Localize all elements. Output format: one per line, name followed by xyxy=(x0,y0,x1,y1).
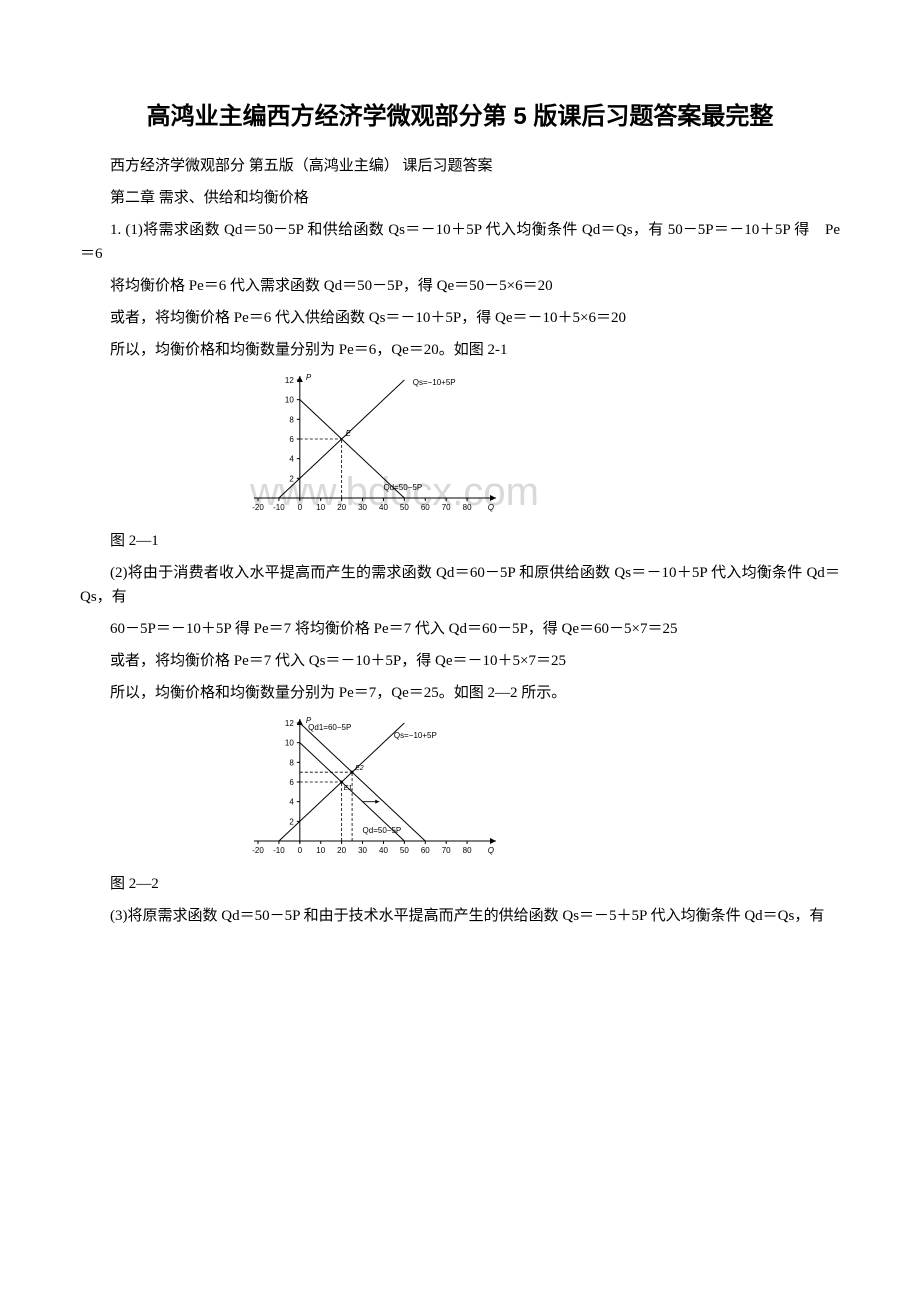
svg-text:2: 2 xyxy=(289,817,294,826)
svg-text:Qd=50−5P: Qd=50−5P xyxy=(383,483,422,492)
svg-text:20: 20 xyxy=(337,846,346,855)
equilibrium-chart-1: -20 -10 0 10 20 30 40 50 60 70 80 Q 2 4 6 8 10 12 P E Qs=−10… xyxy=(220,370,500,520)
svg-text:40: 40 xyxy=(379,846,388,855)
svg-text:E2: E2 xyxy=(355,765,364,772)
svg-text:4: 4 xyxy=(289,797,294,806)
svg-text:10: 10 xyxy=(316,846,325,855)
page-title: 高鸿业主编西方经济学微观部分第 5 版课后习题答案最完整 xyxy=(80,100,840,134)
svg-text:Q: Q xyxy=(488,846,494,855)
paragraph: (3)将原需求函数 Qd＝50－5P 和由于技术水平提高而产生的供给函数 Qs＝… xyxy=(80,904,840,928)
svg-text:-10: -10 xyxy=(273,503,285,512)
svg-text:-10: -10 xyxy=(273,846,285,855)
svg-text:50: 50 xyxy=(400,503,409,512)
svg-text:70: 70 xyxy=(442,503,451,512)
svg-text:0: 0 xyxy=(298,503,303,512)
paragraph: (2)将由于消费者收入水平提高而产生的需求函数 Qd＝60－5P 和原供给函数 … xyxy=(80,561,840,609)
svg-text:6: 6 xyxy=(289,435,294,444)
svg-text:-20: -20 xyxy=(252,846,264,855)
svg-text:E1: E1 xyxy=(344,785,353,792)
paragraph: 所以，均衡价格和均衡数量分别为 Pe＝6，Qe＝20。如图 2-1 xyxy=(80,338,840,362)
svg-text:8: 8 xyxy=(289,415,294,424)
svg-text:Qd=50−5P: Qd=50−5P xyxy=(363,826,402,835)
equilibrium-chart-2: -20-1001020304050607080Q24681012PE1E2Qd1… xyxy=(220,713,500,863)
svg-text:8: 8 xyxy=(289,758,294,767)
svg-text:30: 30 xyxy=(358,846,367,855)
svg-text:4: 4 xyxy=(289,454,294,463)
svg-text:Qs=−10+5P: Qs=−10+5P xyxy=(413,378,456,387)
svg-text:40: 40 xyxy=(379,503,388,512)
paragraph: 第二章 需求、供给和均衡价格 xyxy=(80,186,840,210)
svg-text:80: 80 xyxy=(463,846,472,855)
figure-caption: 图 2—2 xyxy=(80,872,840,896)
svg-text:20: 20 xyxy=(337,503,346,512)
svg-text:Q: Q xyxy=(488,503,494,512)
svg-text:50: 50 xyxy=(400,846,409,855)
paragraph: 或者，将均衡价格 Pe＝6 代入供给函数 Qs＝－10＋5P，得 Qe＝－10＋… xyxy=(80,306,840,330)
svg-text:60: 60 xyxy=(421,503,430,512)
svg-text:-20: -20 xyxy=(252,503,264,512)
svg-text:10: 10 xyxy=(285,738,294,747)
svg-text:E: E xyxy=(346,429,352,438)
svg-text:Qd1=60−5P: Qd1=60−5P xyxy=(308,722,351,731)
svg-text:2: 2 xyxy=(289,474,294,483)
paragraph: 西方经济学微观部分 第五版（高鸿业主编） 课后习题答案 xyxy=(80,154,840,178)
paragraph: 60－5P＝－10＋5P 得 Pe＝7 将均衡价格 Pe＝7 代入 Qd＝60－… xyxy=(80,617,840,641)
svg-text:12: 12 xyxy=(285,376,294,385)
paragraph: 所以，均衡价格和均衡数量分别为 Pe＝7，Qe＝25。如图 2—2 所示。 xyxy=(80,681,840,705)
svg-text:0: 0 xyxy=(298,846,303,855)
paragraph: 1. (1)将需求函数 Qd＝50－5P 和供给函数 Qs＝－10＋5P 代入均… xyxy=(80,218,840,266)
svg-text:70: 70 xyxy=(442,846,451,855)
svg-text:80: 80 xyxy=(463,503,472,512)
svg-text:10: 10 xyxy=(285,395,294,404)
svg-text:10: 10 xyxy=(316,503,325,512)
svg-text:60: 60 xyxy=(421,846,430,855)
svg-text:6: 6 xyxy=(289,778,294,787)
svg-text:30: 30 xyxy=(358,503,367,512)
paragraph: 或者，将均衡价格 Pe＝7 代入 Qs＝－10＋5P，得 Qe＝－10＋5×7＝… xyxy=(80,649,840,673)
svg-text:Qs=−10+5P: Qs=−10+5P xyxy=(394,730,437,739)
figure-caption: 图 2—1 xyxy=(80,529,840,553)
svg-text:P: P xyxy=(306,373,312,382)
svg-text:12: 12 xyxy=(285,719,294,728)
paragraph: 将均衡价格 Pe＝6 代入需求函数 Qd＝50－5P，得 Qe＝50－5×6＝2… xyxy=(80,274,840,298)
